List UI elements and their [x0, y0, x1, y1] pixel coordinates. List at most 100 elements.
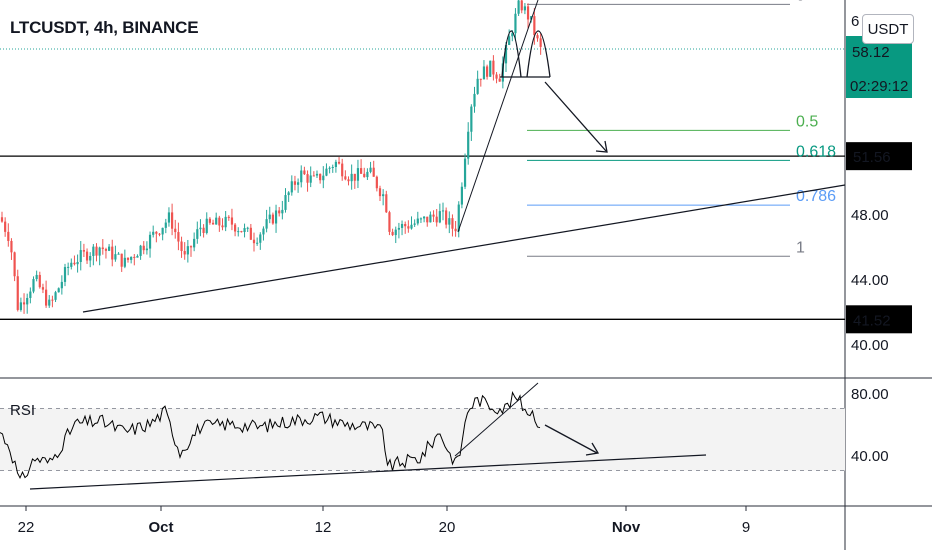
candle — [382, 189, 385, 206]
candle — [372, 160, 375, 177]
candle-body — [473, 93, 476, 107]
candle-body — [161, 227, 164, 235]
candle-body — [300, 170, 303, 183]
candle-body — [350, 173, 353, 182]
candle-body — [331, 166, 334, 168]
candle — [199, 219, 202, 237]
candle — [300, 165, 303, 188]
candle — [290, 175, 293, 196]
candle-body — [148, 234, 152, 249]
candle — [495, 72, 498, 84]
candle-body — [517, 0, 520, 14]
candle-body — [227, 216, 230, 218]
candle-body — [445, 210, 448, 225]
candle — [10, 238, 13, 260]
candle-body — [117, 253, 120, 255]
candle — [114, 245, 117, 262]
candle — [331, 164, 334, 173]
trendline-rise — [457, 0, 539, 233]
price-tick-label: 40.00 — [851, 337, 889, 354]
candle — [32, 276, 35, 294]
candle — [177, 222, 180, 251]
currency-button[interactable]: USDT — [862, 14, 914, 44]
current-price-badge — [846, 36, 912, 98]
rsi-tick-label: 80.00 — [851, 386, 889, 403]
candle-body — [375, 176, 378, 189]
candle-body — [407, 226, 410, 229]
candle-body — [95, 246, 98, 256]
candle — [133, 254, 136, 266]
candle-body — [297, 182, 300, 185]
candle-body — [429, 214, 432, 223]
candle — [259, 232, 262, 250]
candle-body — [32, 279, 35, 292]
price-tick-label: 48.00 — [851, 207, 889, 224]
candle-body — [498, 78, 501, 82]
candle — [319, 173, 322, 184]
candle — [158, 233, 161, 237]
candle — [13, 251, 16, 282]
candle-body — [10, 240, 13, 253]
candle-body — [394, 229, 397, 236]
candle — [111, 239, 114, 267]
candle-body — [57, 288, 60, 293]
candle — [186, 239, 189, 263]
candle-body — [4, 221, 7, 232]
rsi-tick-label: 40.00 — [851, 448, 889, 465]
level-badge — [846, 142, 912, 171]
candle-body — [457, 204, 460, 232]
candle-body — [136, 255, 139, 258]
candle — [309, 166, 312, 188]
candle-body — [79, 250, 82, 262]
candle — [139, 244, 142, 260]
candle — [378, 185, 382, 201]
price-tick-label: 44.00 — [851, 272, 889, 289]
candle-body — [388, 212, 391, 232]
candle — [202, 224, 205, 238]
candle — [533, 8, 536, 45]
candle — [89, 252, 92, 268]
candle-body — [186, 246, 189, 255]
candle — [29, 287, 32, 304]
candle-body — [526, 6, 530, 20]
candle-body — [290, 181, 293, 193]
candle — [375, 175, 378, 192]
candle-body — [108, 246, 111, 251]
candle-body — [85, 251, 89, 261]
candle-body — [174, 228, 177, 233]
candle — [19, 297, 22, 312]
candle-body — [470, 106, 473, 132]
candle-body — [454, 228, 457, 232]
rsi-label: RSI — [10, 402, 35, 419]
candle-body — [520, 0, 523, 11]
candle-body — [432, 214, 435, 217]
projection-arrow — [544, 81, 607, 152]
candle — [0, 211, 4, 223]
candle-body — [479, 78, 482, 80]
fib-level-label: 0.5 — [796, 113, 818, 130]
candle — [341, 158, 344, 181]
rsi-projection-arrow-head — [585, 442, 600, 456]
candle — [369, 161, 372, 174]
candle-body — [306, 174, 309, 183]
candle — [274, 204, 278, 233]
candle-body — [189, 246, 193, 248]
candle-body — [315, 173, 319, 176]
candle-body — [268, 214, 271, 220]
candle-body — [341, 163, 344, 177]
candle-body — [337, 161, 341, 164]
candle-body — [152, 231, 155, 235]
candle-body — [416, 218, 419, 224]
candle-body — [224, 216, 227, 228]
candle — [278, 207, 281, 217]
candle — [221, 218, 224, 231]
candle — [271, 212, 274, 225]
candle-body — [265, 219, 268, 229]
candle — [45, 280, 48, 308]
candle — [130, 256, 133, 264]
candle — [325, 163, 328, 177]
candle — [230, 208, 234, 231]
candle-body — [240, 231, 243, 233]
candle — [498, 73, 501, 82]
